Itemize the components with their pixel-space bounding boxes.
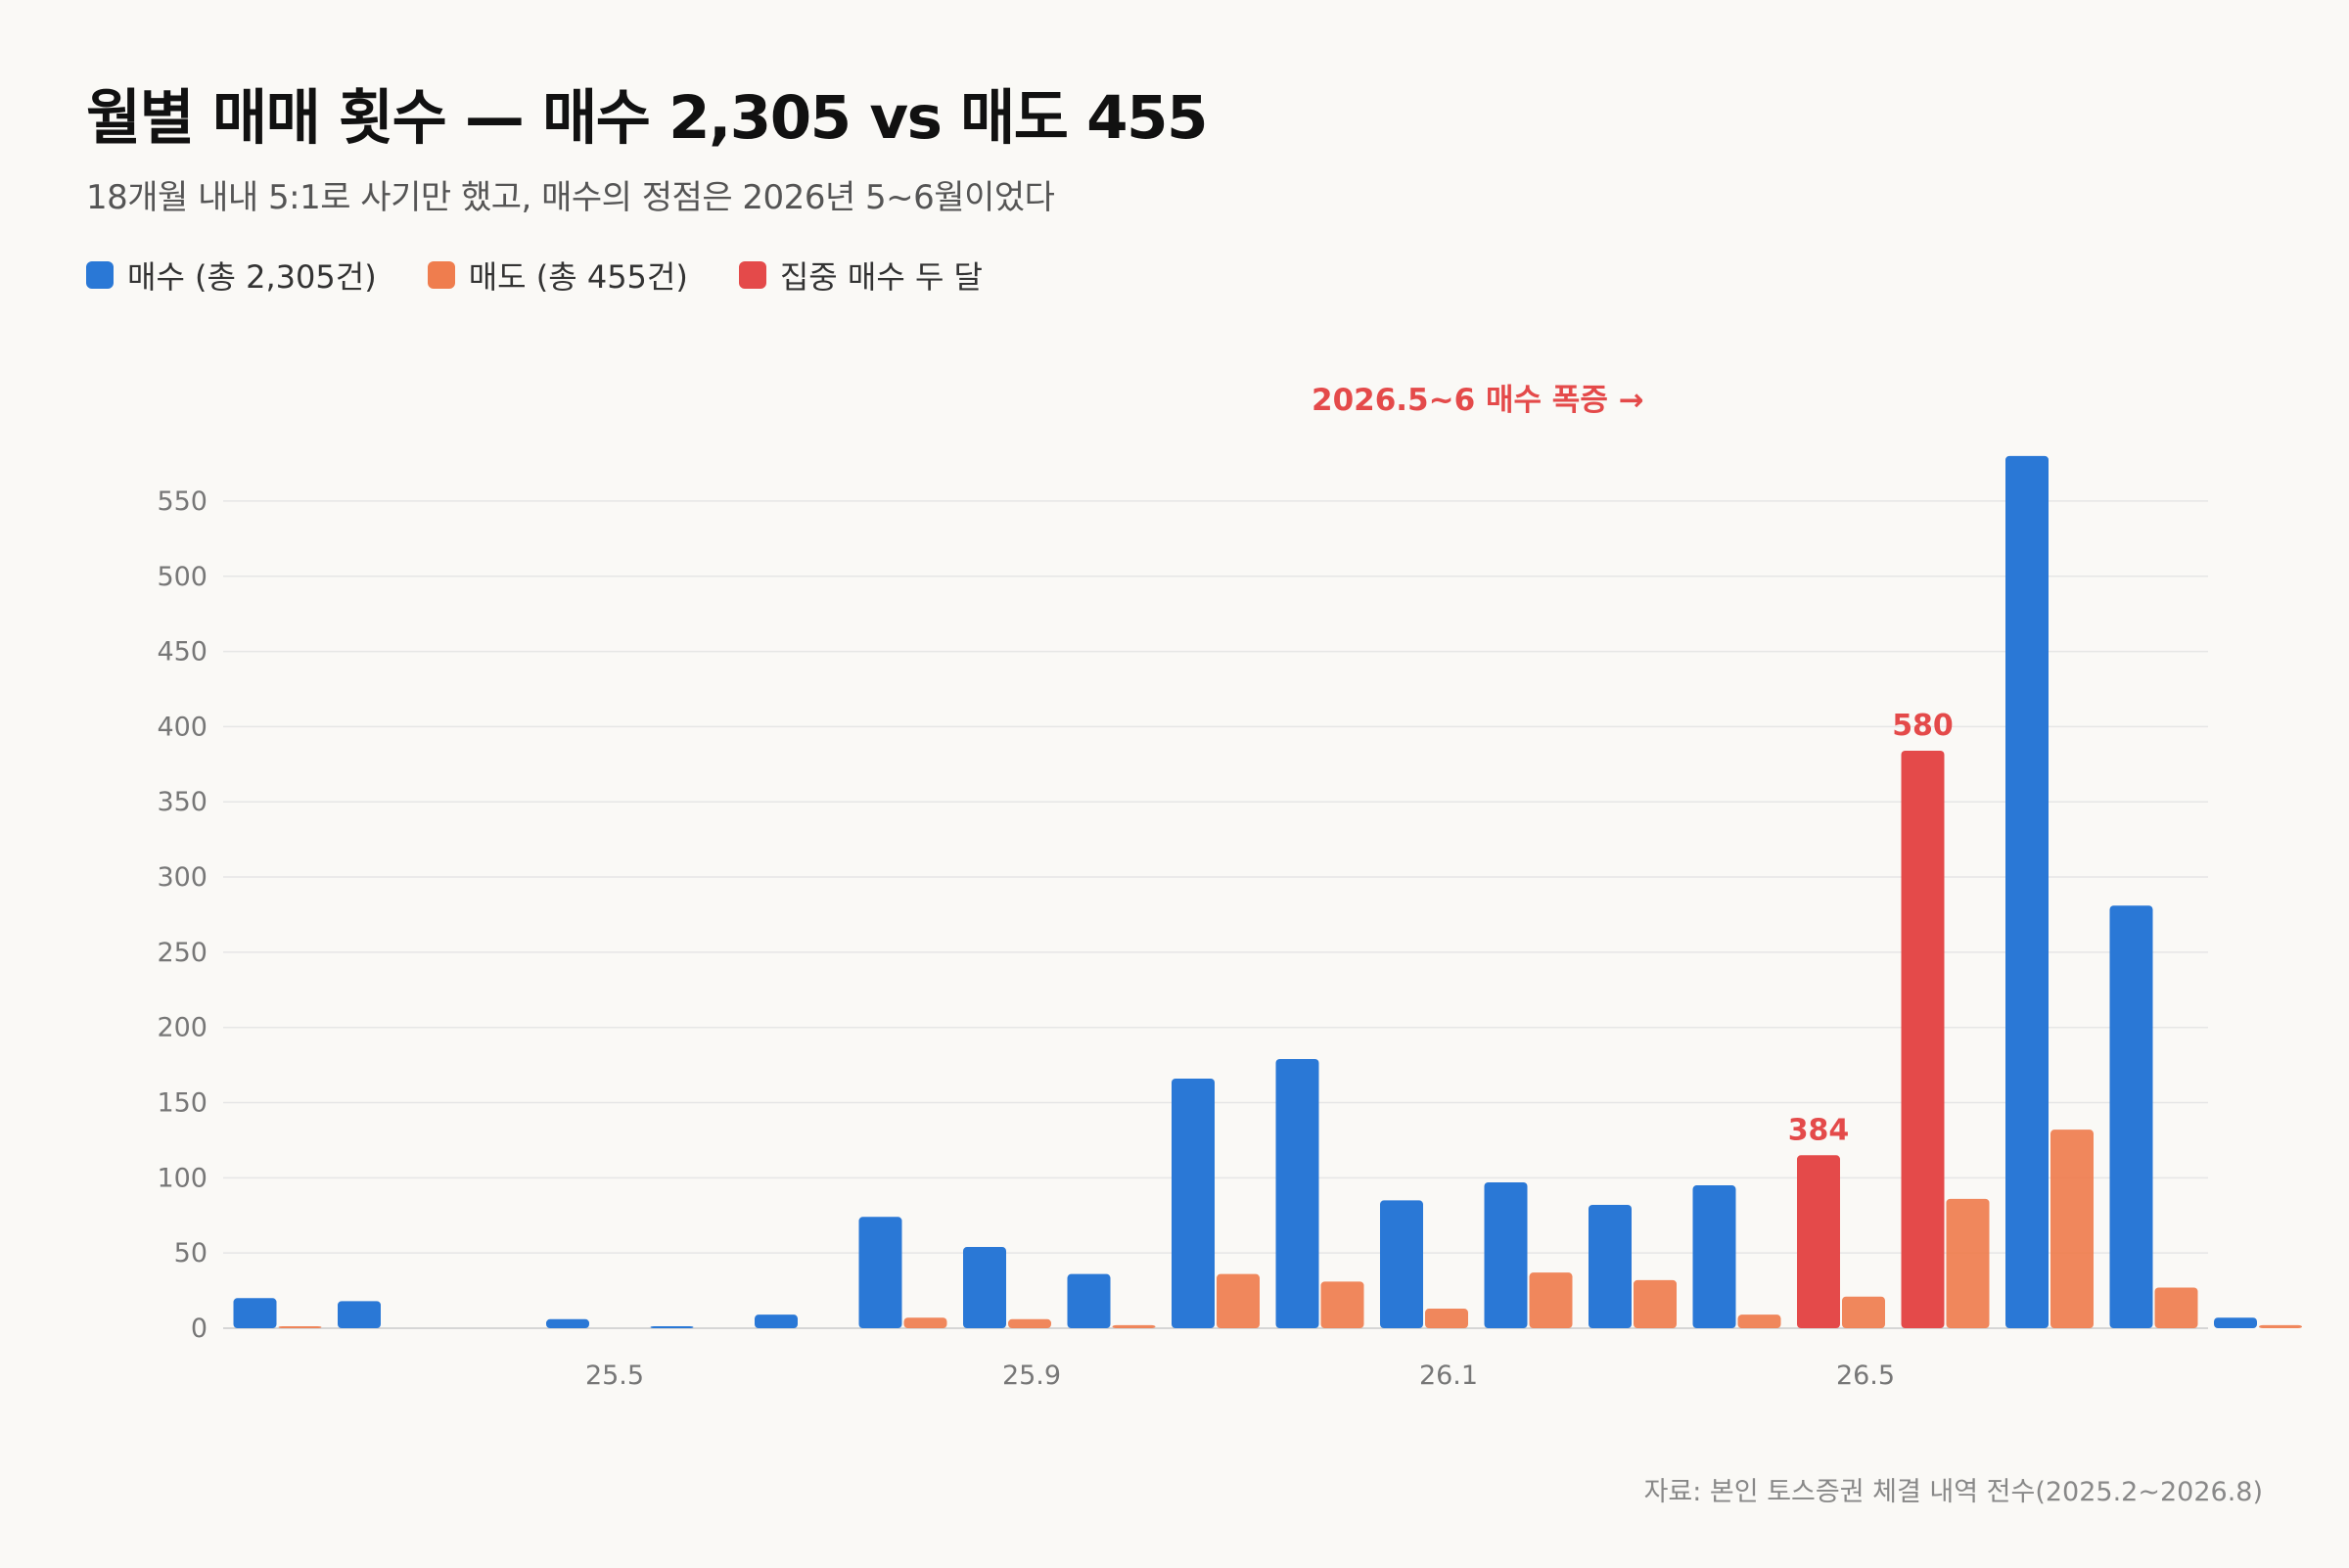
bar-buy: [1067, 1273, 1111, 1328]
bar-buy: [2109, 905, 2153, 1328]
x-tick-label: 26.5: [1836, 1360, 1895, 1391]
bar-buy: [963, 1247, 1006, 1328]
bar-buy: [1275, 1058, 1319, 1328]
bar-sell: [1112, 1324, 1156, 1328]
bar-sell: [1842, 1296, 1885, 1328]
chart-title: 월별 매매 횟수 — 매수 2,305 vs 매도 455: [86, 83, 1208, 153]
legend-swatch-buy: [86, 261, 114, 289]
legend-label-highlight: 집중 매수 두 달: [779, 258, 983, 296]
bar-sell: [903, 1317, 947, 1328]
y-tick-label: 550: [157, 486, 207, 517]
annotation-label: 2026.5~6 매수 폭증 →: [1312, 383, 1644, 418]
y-tick-label: 250: [157, 938, 207, 968]
bar-buy-highlight: [1797, 1155, 1840, 1328]
y-tick-label: 350: [157, 787, 207, 817]
y-tick-label: 150: [157, 1088, 207, 1119]
bar-sell: [278, 1326, 322, 1328]
legend-label-buy: 매수 (총 2,305건): [127, 258, 377, 296]
y-tick-label: 50: [174, 1238, 207, 1268]
legend: 매수 (총 2,305건) 매도 (총 455건) 집중 매수 두 달: [86, 253, 983, 298]
bar-buy: [1484, 1181, 1528, 1328]
bar-sell: [1946, 1198, 1990, 1328]
legend-label-sell: 매도 (총 455건): [468, 258, 688, 296]
y-tick-label: 300: [157, 862, 207, 893]
bar-sell: [1320, 1281, 1364, 1328]
bar-buy: [1589, 1205, 1632, 1328]
legend-swatch-highlight: [738, 261, 766, 289]
x-tick-label: 25.5: [585, 1360, 644, 1391]
bar-buy: [1692, 1185, 1736, 1328]
bar-buy: [858, 1217, 902, 1328]
chart-subtitle: 18개월 내내 5:1로 사기만 했고, 매수의 정점은 2026년 5~6월이…: [86, 178, 1055, 217]
bar-buy: [546, 1318, 589, 1328]
y-tick-label: 200: [157, 1013, 207, 1043]
bar-buy: [2005, 455, 2049, 1329]
legend-swatch-sell: [427, 261, 455, 289]
legend-item-highlight: 집중 매수 두 달: [738, 253, 983, 298]
y-tick-label: 450: [157, 637, 207, 668]
bar-buy: [338, 1301, 381, 1328]
bar-buy: [755, 1314, 798, 1328]
bar-sell: [1008, 1318, 1051, 1328]
bar-sell: [1634, 1279, 1677, 1328]
source-note: 자료: 본인 토스증권 체결 내역 전수(2025.2~2026.8): [1643, 1477, 2263, 1507]
data-label: 384: [1788, 1113, 1850, 1147]
bar-sell: [1425, 1309, 1468, 1328]
bar-buy: [1380, 1200, 1423, 1328]
y-tick-label: 0: [191, 1314, 207, 1344]
data-label: 580: [1892, 709, 1954, 743]
bar-buy-highlight: [1901, 750, 1945, 1328]
bar-buy: [233, 1298, 277, 1328]
bar-sell: [2259, 1324, 2302, 1328]
x-tick-label: 26.1: [1419, 1360, 1478, 1391]
legend-item-sell: 매도 (총 455건): [427, 253, 688, 298]
bar-sell: [1217, 1273, 1260, 1328]
bar-buy: [650, 1326, 694, 1328]
legend-item-buy: 매수 (총 2,305건): [86, 253, 377, 298]
bar-sell: [2154, 1287, 2198, 1328]
y-tick-label: 400: [157, 712, 207, 742]
bar-sell: [2050, 1130, 2094, 1328]
y-tick-label: 100: [157, 1163, 207, 1193]
x-tick-label: 25.9: [1002, 1360, 1061, 1391]
bar-sell: [1737, 1314, 1781, 1328]
bar-sell: [1529, 1272, 1573, 1328]
y-tick-label: 500: [157, 562, 207, 592]
bar-buy: [1172, 1078, 1215, 1328]
bar-buy: [2214, 1317, 2257, 1328]
